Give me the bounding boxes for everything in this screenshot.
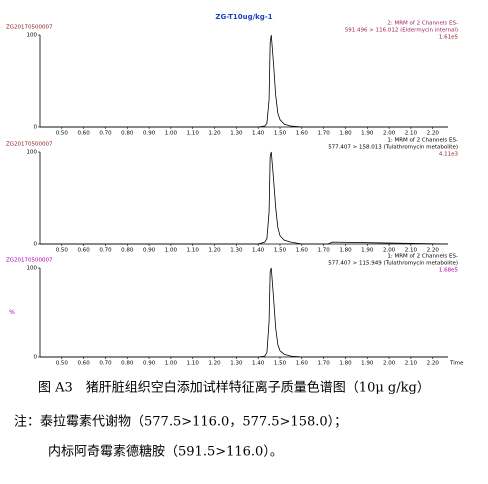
sample-id: ZG20170500007 <box>6 258 53 264</box>
trace-info: 1.68e5 <box>439 268 459 274</box>
trace-info: 1.61e5 <box>439 35 459 41</box>
chromatogram-line <box>40 267 448 358</box>
x-tick-label: 2.10 <box>405 131 418 137</box>
x-tick-label: 1.90 <box>361 131 374 137</box>
x-tick-label: 1.80 <box>339 361 352 367</box>
x-tick-label: 1.20 <box>208 248 221 254</box>
x-tick-label: 2.20 <box>427 131 440 137</box>
x-tick-label: 1.20 <box>208 131 221 137</box>
trace-info: 2: MRM of 2 Channels ES- <box>387 21 458 27</box>
x-axis-label: Time <box>449 361 464 367</box>
x-tick-label: 2.20 <box>427 248 440 254</box>
x-tick-label: 0.50 <box>56 248 69 254</box>
x-tick-label: 0.80 <box>121 361 134 367</box>
x-tick-label: 2.00 <box>383 131 396 137</box>
figure-caption: 图 A3 猪肝脏组织空白添加试样特征离子质量色谱图（10μ g/kg） <box>38 380 430 396</box>
trace-info: 1: MRM of 2 Channels ES- <box>387 254 458 260</box>
trace-info: 591.496 > 116.012 (Eldermycin internal) <box>345 28 458 34</box>
x-tick-label: 2.10 <box>405 361 418 367</box>
x-tick-label: 2.00 <box>383 361 396 367</box>
x-tick-label: 1.60 <box>296 361 309 367</box>
y-tick-label: 100 <box>27 150 38 156</box>
x-tick-label: 0.60 <box>78 248 91 254</box>
x-tick-label: 0.80 <box>121 248 134 254</box>
y-axis-label: % <box>9 309 15 316</box>
x-tick-label: 0.50 <box>56 361 69 367</box>
trace-info: 4.11e3 <box>439 152 459 158</box>
x-tick-label: 1.70 <box>318 361 331 367</box>
x-tick-label: 2.10 <box>405 248 418 254</box>
x-tick-label: 1.50 <box>274 131 287 137</box>
x-tick-label: 1.90 <box>361 248 374 254</box>
x-tick-label: 1.30 <box>230 248 243 254</box>
x-tick-label: 1.90 <box>361 361 374 367</box>
sample-id: ZG20170500007 <box>6 142 53 148</box>
x-tick-label: 1.50 <box>274 361 287 367</box>
y-tick-label: 100 <box>27 266 38 272</box>
x-tick-label: 0.60 <box>78 131 91 137</box>
chart-title: ZG-T10ug/kg-1 <box>215 13 272 21</box>
x-tick-label: 1.40 <box>252 361 265 367</box>
sample-id: ZG20170500007 <box>6 25 53 31</box>
chromatogram-line <box>40 34 448 128</box>
x-tick-label: 0.90 <box>143 361 156 367</box>
caption-note: 内标阿奇霉素德糖胺（591.5>116.0）。 <box>48 444 283 460</box>
x-tick-label: 1.00 <box>165 361 178 367</box>
x-tick-label: 0.80 <box>121 131 134 137</box>
caption-note: 注：泰拉霉素代谢物（577.5>116.0，577.5>158.0）； <box>14 414 347 430</box>
x-tick-label: 1.40 <box>252 248 265 254</box>
x-tick-label: 1.60 <box>296 131 309 137</box>
x-tick-label: 0.90 <box>143 248 156 254</box>
x-tick-label: 0.70 <box>99 131 112 137</box>
x-tick-label: 1.10 <box>187 248 200 254</box>
x-tick-label: 1.10 <box>187 361 200 367</box>
x-tick-label: 1.70 <box>318 248 331 254</box>
y-tick-label: 0 <box>34 355 38 361</box>
x-tick-label: 0.50 <box>56 131 69 137</box>
y-tick-label: 100 <box>27 33 38 39</box>
x-tick-label: 1.60 <box>296 248 309 254</box>
x-tick-label: 1.40 <box>252 131 265 137</box>
y-tick-label: 0 <box>34 125 38 131</box>
x-tick-label: 0.70 <box>99 361 112 367</box>
x-tick-label: 0.90 <box>143 131 156 137</box>
x-tick-label: 1.20 <box>208 361 221 367</box>
x-tick-label: 1.10 <box>187 131 200 137</box>
x-tick-label: 1.00 <box>165 131 178 137</box>
x-tick-label: 1.00 <box>165 248 178 254</box>
x-tick-label: 1.30 <box>230 361 243 367</box>
x-tick-label: 1.50 <box>274 248 287 254</box>
x-tick-label: 0.60 <box>78 361 91 367</box>
y-tick-label: 0 <box>34 242 38 248</box>
x-tick-label: 2.20 <box>427 361 440 367</box>
trace-info: 577.407 > 158.013 (Tulathromycin metabol… <box>328 145 458 151</box>
x-tick-label: 1.80 <box>339 248 352 254</box>
x-tick-label: 2.00 <box>383 248 396 254</box>
trace-info: 577.407 > 115.949 (Tulathromycin metabol… <box>328 261 458 267</box>
x-tick-label: 1.80 <box>339 131 352 137</box>
x-tick-label: 1.70 <box>318 131 331 137</box>
x-tick-label: 0.70 <box>99 248 112 254</box>
x-tick-label: 1.30 <box>230 131 243 137</box>
trace-info: 1: MRM of 2 Channels ES- <box>387 138 458 144</box>
chromatogram-line <box>40 151 449 245</box>
